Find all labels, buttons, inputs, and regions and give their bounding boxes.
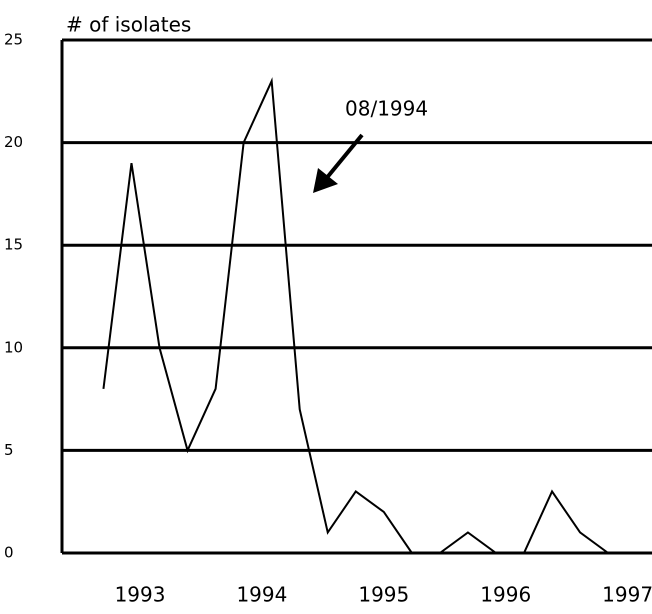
y-tick-label: 15 — [4, 236, 23, 254]
data-line — [102, 77, 609, 554]
x-tick-label: 1993 — [115, 583, 166, 607]
x-tick-label: 1996 — [480, 583, 531, 607]
x-tick-label: 1994 — [236, 583, 287, 607]
y-tick-label: 0 — [4, 544, 14, 562]
annotation-arrowhead — [313, 168, 338, 193]
y-tick-label: 10 — [4, 338, 23, 356]
x-tick-label: 1995 — [358, 583, 409, 607]
annotation-arrow — [323, 133, 364, 182]
y-axis-label: # of isolates — [66, 13, 191, 37]
annotation: 08/1994 — [345, 97, 428, 121]
x-tick-label: 1997 — [602, 583, 652, 607]
y-tick-label: 25 — [4, 31, 23, 49]
y-tick-label: 20 — [4, 133, 23, 151]
y-tick-label: 5 — [4, 441, 14, 459]
